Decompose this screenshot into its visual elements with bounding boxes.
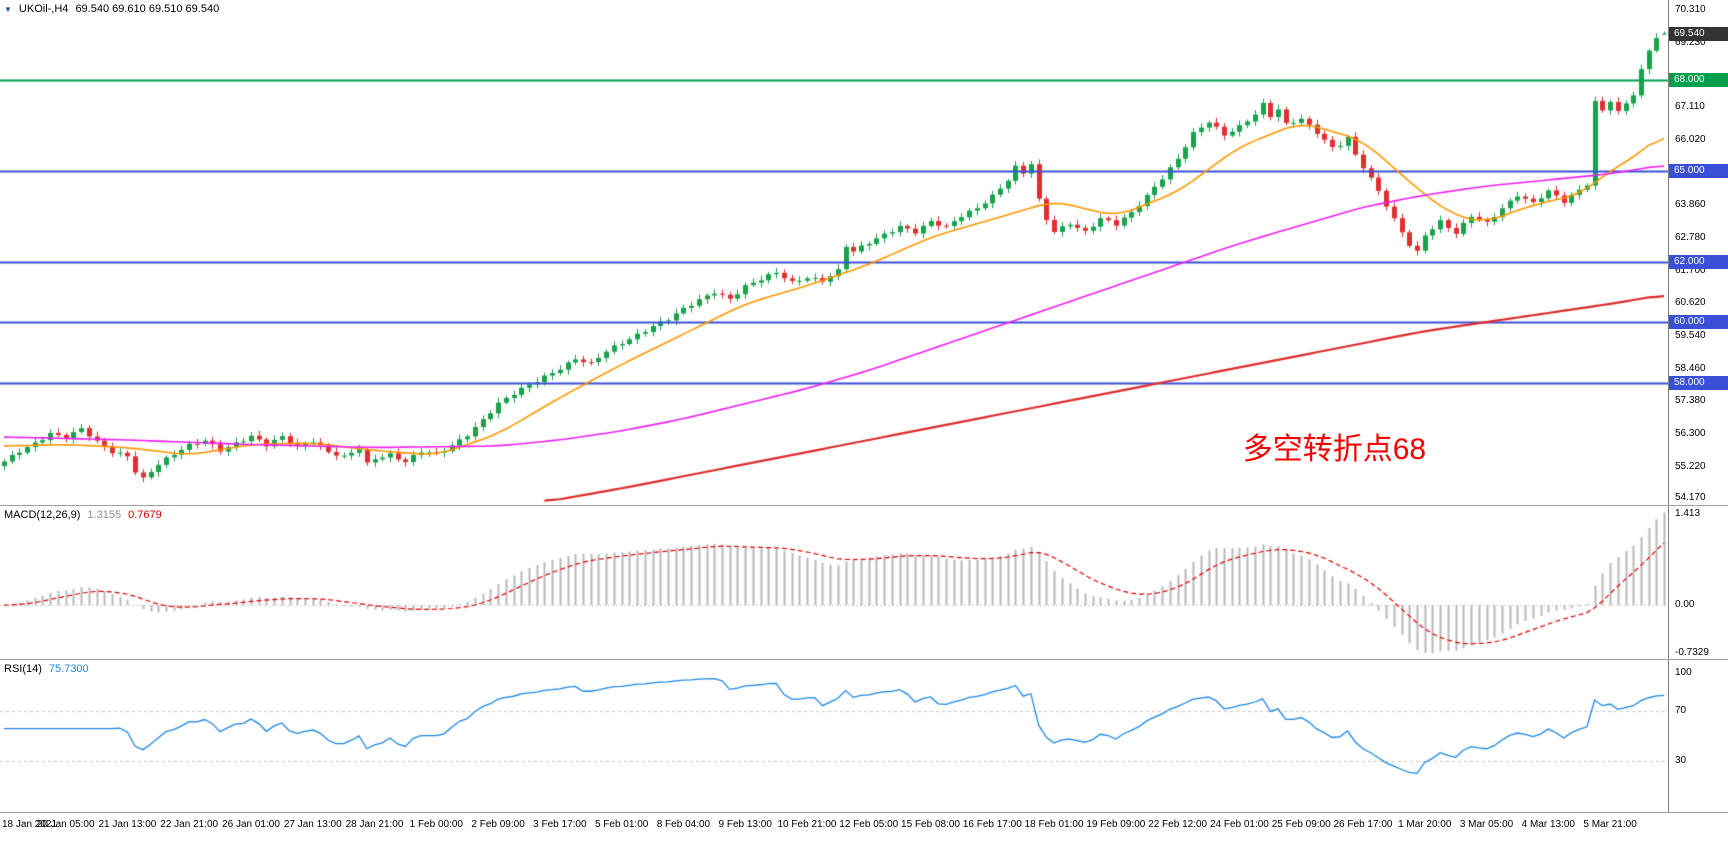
time-axis-label: 15 Feb 08:00 xyxy=(901,819,960,830)
macd-label: MACD(12,26,9) xyxy=(4,509,81,521)
price-level-badge: 62.000 xyxy=(1669,254,1728,269)
time-axis-label: 22 Feb 12:00 xyxy=(1148,819,1208,830)
macd-tick-label: -0.7329 xyxy=(1675,647,1709,658)
macd-signal-value: 0.7679 xyxy=(128,509,162,521)
ohlc-readout: 69.540 69.610 69.510 69.540 xyxy=(75,3,220,15)
time-axis-label: 5 Mar 21:00 xyxy=(1583,819,1637,830)
time-axis-label: 18 Feb 01:00 xyxy=(1024,819,1084,830)
rsi-chart-canvas[interactable] xyxy=(0,660,1668,812)
time-axis-label: 20 Jan 05:00 xyxy=(36,819,95,830)
time-axis-label: 10 Feb 21:00 xyxy=(777,819,837,830)
panel-separator[interactable] xyxy=(0,812,1728,813)
panel-separator[interactable] xyxy=(0,505,1728,506)
symbol-header: ▼ UKOil-,H4 69.540 69.610 69.510 69.540 xyxy=(4,3,219,15)
rsi-tick-label: 30 xyxy=(1675,755,1687,767)
price-level-badge: 65.000 xyxy=(1669,163,1728,178)
macd-tick-label: 1.413 xyxy=(1675,508,1701,519)
time-axis-label: 26 Jan 01:00 xyxy=(222,819,280,830)
time-axis-label: 24 Feb 01:00 xyxy=(1209,819,1269,830)
time-axis[interactable]: 18 Jan 2021 20 Jan 05:00 21 Jan 13:00 22 Ja… xyxy=(0,813,1728,840)
chart-annotation: 多空转折点68 xyxy=(1242,433,1427,467)
time-axis-label: 4 Mar 13:00 xyxy=(1521,819,1575,830)
price-level-badge: 58.000 xyxy=(1669,375,1728,390)
time-axis-label: 25 Feb 09:00 xyxy=(1271,819,1331,830)
rsi-header: RSI(14) 75.7300 xyxy=(4,663,89,675)
time-axis-label: 26 Feb 17:00 xyxy=(1333,819,1393,830)
price-tick-label: 61.700 xyxy=(1675,264,1706,276)
time-axis-label: 12 Feb 05:00 xyxy=(839,819,899,830)
time-axis-label: 21 Jan 13:00 xyxy=(98,819,157,830)
macd-panel: MACD(12,26,9) 1.3155 0.7679 1.413 0.00 -0.… xyxy=(0,506,1728,659)
symbol-period-label: UKOil-,H4 xyxy=(18,3,69,15)
rsi-panel: RSI(14) 75.7300 100 70 30 xyxy=(0,660,1728,812)
macd-main-value: 1.3155 xyxy=(87,509,122,521)
price-tick-label: 58.460 xyxy=(1675,362,1706,374)
macd-axis[interactable]: 1.413 0.00 -0.7329 xyxy=(1668,506,1728,659)
time-axis-label: 9 Feb 13:00 xyxy=(718,819,772,830)
time-axis-label: 1 Mar 20:00 xyxy=(1398,819,1452,830)
time-axis-label: 22 Jan 21:00 xyxy=(160,819,219,830)
price-tick-label: 55.220 xyxy=(1675,460,1706,472)
time-axis-label: 27 Jan 13:00 xyxy=(283,819,342,830)
price-level-badge: 60.000 xyxy=(1669,315,1728,330)
time-axis-label: 16 Feb 17:00 xyxy=(962,819,1022,830)
price-chart-canvas[interactable] xyxy=(0,0,1668,505)
time-axis-label: 28 Jan 21:00 xyxy=(345,819,404,830)
panel-separator[interactable] xyxy=(0,659,1728,660)
macd-header: MACD(12,26,9) 1.3155 0.7679 xyxy=(4,509,162,521)
time-axis-label: 18 Jan 2021 xyxy=(2,819,58,830)
price-tick-label: 66.020 xyxy=(1675,134,1706,145)
price-tick-label: 67.110 xyxy=(1675,101,1705,113)
price-tick-label: 70.310 xyxy=(1675,4,1706,16)
time-axis-label: 1 Feb 00:00 xyxy=(409,819,463,830)
time-axis-label: 19 Feb 09:00 xyxy=(1086,819,1146,830)
price-tick-label: 62.780 xyxy=(1675,231,1706,243)
price-axis[interactable]: 70.310 69.230 67.110 66.020 63.860 62.780 61.7… xyxy=(1668,0,1728,505)
rsi-tick-label: 100 xyxy=(1675,667,1692,678)
time-axis-label: 3 Feb 17:00 xyxy=(533,819,587,830)
price-tick-label: 63.860 xyxy=(1675,199,1706,211)
price-tick-label: 57.380 xyxy=(1675,395,1706,407)
current-price-badge: 69.540 xyxy=(1669,26,1728,41)
price-tick-label: 54.170 xyxy=(1675,492,1706,504)
rsi-label: RSI(14) xyxy=(4,663,42,675)
price-tick-label: 59.540 xyxy=(1675,329,1706,341)
macd-chart-canvas[interactable] xyxy=(0,506,1668,659)
price-panel: ▼ UKOil-,H4 69.540 69.610 69.510 69.540 … xyxy=(0,0,1728,505)
rsi-axis[interactable]: 100 70 30 xyxy=(1668,660,1728,812)
rsi-tick-label: 70 xyxy=(1675,704,1687,716)
rsi-value: 75.7300 xyxy=(48,663,89,675)
collapse-icon[interactable]: ▼ xyxy=(4,4,12,14)
macd-tick-label: 0.00 xyxy=(1675,599,1695,611)
price-tick-label: 60.620 xyxy=(1675,297,1706,309)
time-axis-label: 8 Feb 04:00 xyxy=(656,819,711,830)
price-tick-label: 69.230 xyxy=(1675,36,1706,48)
time-axis-label: 5 Feb 01:00 xyxy=(594,819,649,830)
price-level-badge: 68.000 xyxy=(1669,73,1728,88)
price-tick-label: 56.300 xyxy=(1675,427,1706,439)
time-axis-label: 3 Mar 05:00 xyxy=(1459,819,1514,830)
time-axis-label: 2 Feb 09:00 xyxy=(471,819,525,830)
